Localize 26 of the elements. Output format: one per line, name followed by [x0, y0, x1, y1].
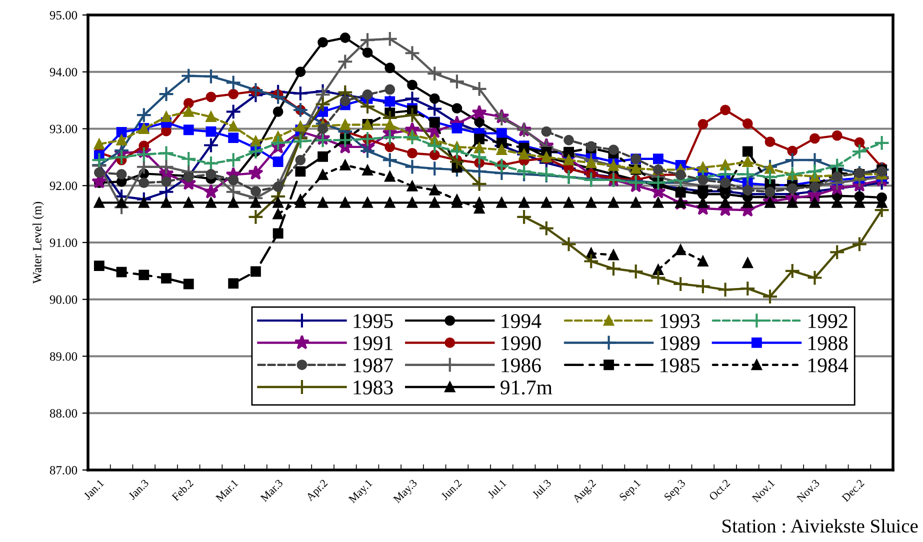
x-tick-label: Jul.1 [486, 478, 507, 499]
legend-label: 1986 [502, 358, 541, 372]
y-tick-label: 94.00 [50, 68, 78, 76]
y-tick-label: 91.00 [50, 238, 78, 248]
legend-label: 1987 [354, 358, 394, 372]
legend-label: 1989 [660, 336, 700, 350]
legend-label: 1988 [808, 336, 848, 350]
y-tick-label: 88.00 [50, 409, 78, 418]
y-tick-label: 93.00 [50, 124, 78, 134]
legend-label: 91.7m [500, 380, 552, 395]
y-tick-label: 95.00 [50, 11, 78, 20]
legend-label: 1995 [354, 314, 393, 328]
legend-label: 1993 [660, 314, 700, 328]
y-axis-title: Water Level (m) [32, 202, 44, 284]
y-tick-label: 87.00 [50, 466, 78, 475]
text: Station : Aiviekste Sluice [722, 518, 918, 533]
y-tick-label: 90.00 [50, 295, 78, 304]
legend-label: 1992 [808, 314, 848, 328]
legend-label: 1983 [354, 380, 393, 394]
legend-label: 1990 [502, 336, 541, 350]
legend-label: 1985 [660, 358, 700, 372]
legend-label: 1994 [502, 314, 542, 328]
legend-label: 1984 [808, 358, 848, 372]
y-tick-label: 89.00 [50, 352, 78, 361]
legend-label: 1991 [354, 336, 392, 350]
y-tick-label: 92.00 [50, 182, 78, 190]
